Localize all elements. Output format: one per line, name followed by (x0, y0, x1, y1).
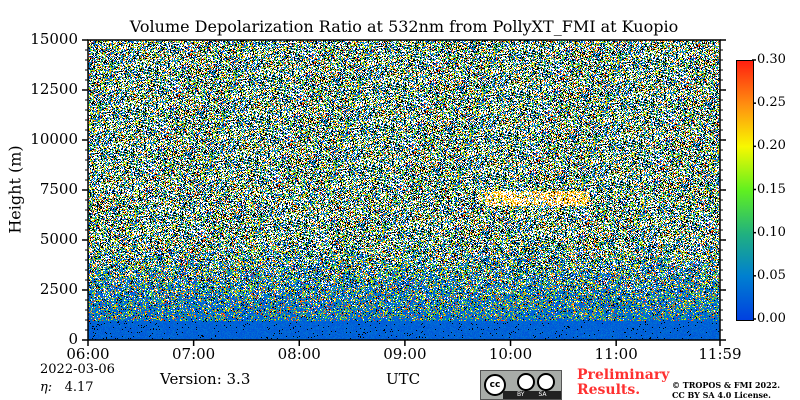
x-tick-label: 08:00 (277, 345, 321, 363)
colorbar-tick-label: 0.20 (757, 138, 786, 154)
by-icon (517, 373, 535, 391)
x-axis-label: UTC (386, 370, 421, 388)
cc-by-text: BY (517, 391, 525, 398)
copyright-text: © TROPOS & FMI 2022. (672, 380, 781, 390)
colorbar-tick-label: 0.00 (757, 311, 786, 326)
y-tick-label: 0 (68, 330, 78, 348)
y-tick-label: 10000 (30, 130, 78, 148)
version-label: Version: 3.3 (160, 370, 251, 388)
cc-sa-text: SA (538, 391, 547, 398)
x-tick-label: 07:00 (172, 345, 216, 363)
colorbar-tick-label: 0.05 (757, 267, 786, 283)
x-tick-label: 06:00 (66, 345, 110, 363)
date-label: 2022-03-06 (40, 362, 115, 377)
x-tick-label: 10:00 (488, 345, 533, 363)
y-tick-label: 12500 (30, 80, 78, 98)
eta-value: 4.17 (64, 380, 94, 395)
results-label: Results. (577, 382, 641, 398)
y-tick-label: 5000 (39, 230, 78, 248)
colorbar-tick-label: 0.25 (757, 95, 786, 111)
plot-frame (87, 39, 721, 341)
sa-icon (537, 373, 555, 391)
y-tick-label: 2500 (39, 280, 78, 298)
colorbar-tick-label: 0.10 (757, 224, 786, 240)
chart-title: Volume Depolarization Ratio at 532nm fro… (129, 17, 679, 36)
cc-icon: cc (484, 374, 506, 396)
x-tick-label: 09:00 (383, 345, 427, 363)
y-tick-label: 15000 (30, 30, 78, 48)
colorbar (736, 60, 754, 321)
heatmap-image (88, 40, 720, 340)
y-tick-label: 7500 (39, 180, 78, 198)
colorbar-tick-label: 0.30 (757, 52, 786, 67)
cc-license-logo: cc BY SA (480, 370, 562, 400)
preliminary-label: Preliminary (577, 367, 670, 383)
x-tick-label: 11:59 (698, 345, 742, 363)
x-tick-label: 11:00 (594, 345, 638, 363)
colorbar-tick-label: 0.15 (757, 181, 786, 197)
license-text: CC BY SA 4.0 License. (672, 390, 771, 400)
eta-label: η: (40, 380, 53, 395)
